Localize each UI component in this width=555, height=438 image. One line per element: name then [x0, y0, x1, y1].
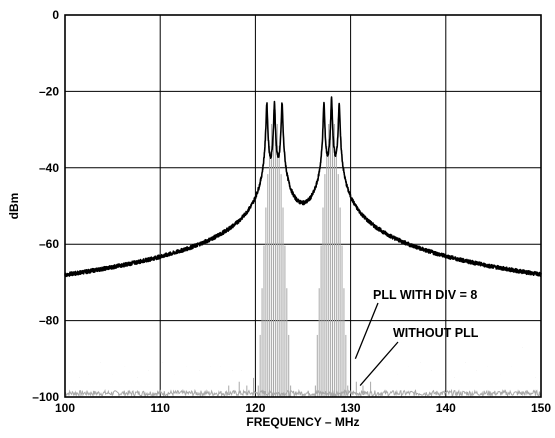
y-tick-labels: 0 –20 –40 –60 –80 –100: [32, 8, 59, 404]
x-tick-label: 110: [151, 401, 171, 415]
x-tick-label: 140: [436, 401, 456, 415]
x-tick-label: 100: [55, 401, 75, 415]
x-tick-labels: 100 110 120 130 140 150: [55, 401, 551, 415]
y-tick-label: –40: [39, 161, 59, 175]
x-tick-label: 130: [341, 401, 361, 415]
annotation-arrow-without-pll: [359, 341, 399, 386]
series-pll-with-div-8: [64, 96, 542, 378]
annotation-arrow-pll: [354, 302, 379, 360]
y-tick-label: 0: [52, 8, 59, 22]
without-pll-floor: [64, 388, 542, 398]
series-without-pll: [64, 109, 542, 398]
y-tick-label: –20: [39, 84, 59, 98]
plot-frame: [64, 14, 542, 398]
annotation-pll-with-div: PLL WITH DIV = 8: [373, 288, 477, 302]
y-tick-label: –60: [39, 237, 59, 251]
pll-trace: [64, 96, 542, 278]
grid-lines: [65, 15, 541, 397]
annotation-without-pll: WITHOUT PLL: [393, 326, 479, 340]
x-axis-label: FREQUENCY – MHz: [246, 415, 359, 429]
y-tick-label: –80: [39, 314, 59, 328]
annotations: PLL WITH DIV = 8 WITHOUT PLL: [354, 288, 479, 386]
y-axis-label: dBm: [7, 193, 21, 220]
x-tick-label: 150: [531, 401, 551, 415]
x-tick-label: 120: [245, 401, 265, 415]
y-tick-label: –100: [32, 390, 59, 404]
